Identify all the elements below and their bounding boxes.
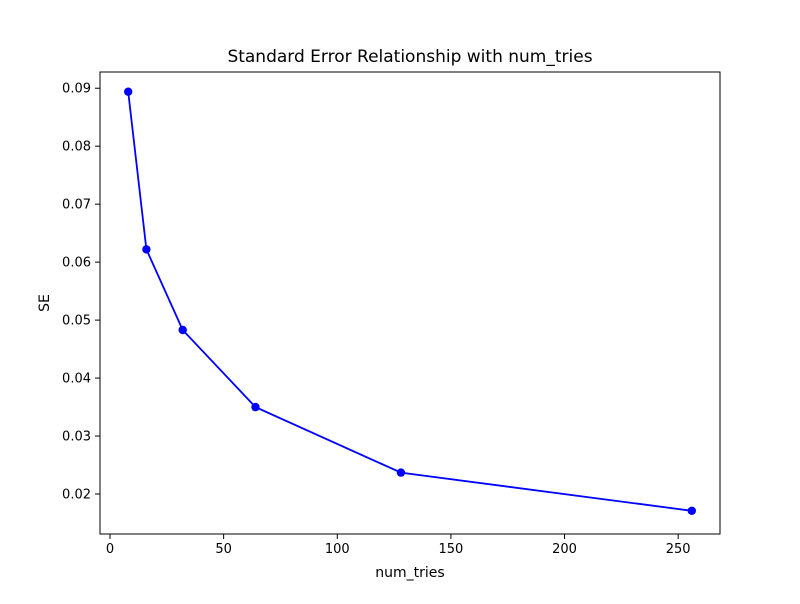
data-point [178,325,187,335]
chart-title: Standard Error Relationship with num_tri… [227,47,592,67]
y-tick-label: 0.04 [62,372,91,387]
data-point-markers [124,87,696,515]
x-tick-label: 100 [325,542,350,557]
plot-area-border [99,71,721,535]
data-point [124,87,133,96]
y-tick-label: 0.05 [62,314,91,329]
x-tick-label: 0 [106,542,114,557]
y-axis-label: SE [37,294,53,312]
x-axis-label: num_tries [375,565,444,581]
x-tick-label: 50 [215,542,232,557]
x-tick-label: 200 [552,542,577,557]
x-axis-ticks: 0 50 100 150 200 250 [106,534,691,557]
data-point [251,402,260,412]
x-tick-label: 150 [438,542,463,557]
data-point [142,245,151,254]
y-tick-label: 0.08 [62,140,91,155]
y-tick-label: 0.06 [62,256,91,271]
x-tick-label: 250 [666,542,691,557]
y-tick-label: 0.02 [62,488,91,503]
series-line [127,91,692,512]
y-tick-label: 0.07 [62,198,91,213]
y-tick-label: 0.09 [62,82,91,97]
y-tick-label: 0.03 [62,430,91,445]
y-axis-ticks: 0.02 0.03 0.04 0.05 0.06 0.07 0.08 0.09 [62,82,100,503]
data-point [396,468,406,477]
data-point [687,506,696,515]
